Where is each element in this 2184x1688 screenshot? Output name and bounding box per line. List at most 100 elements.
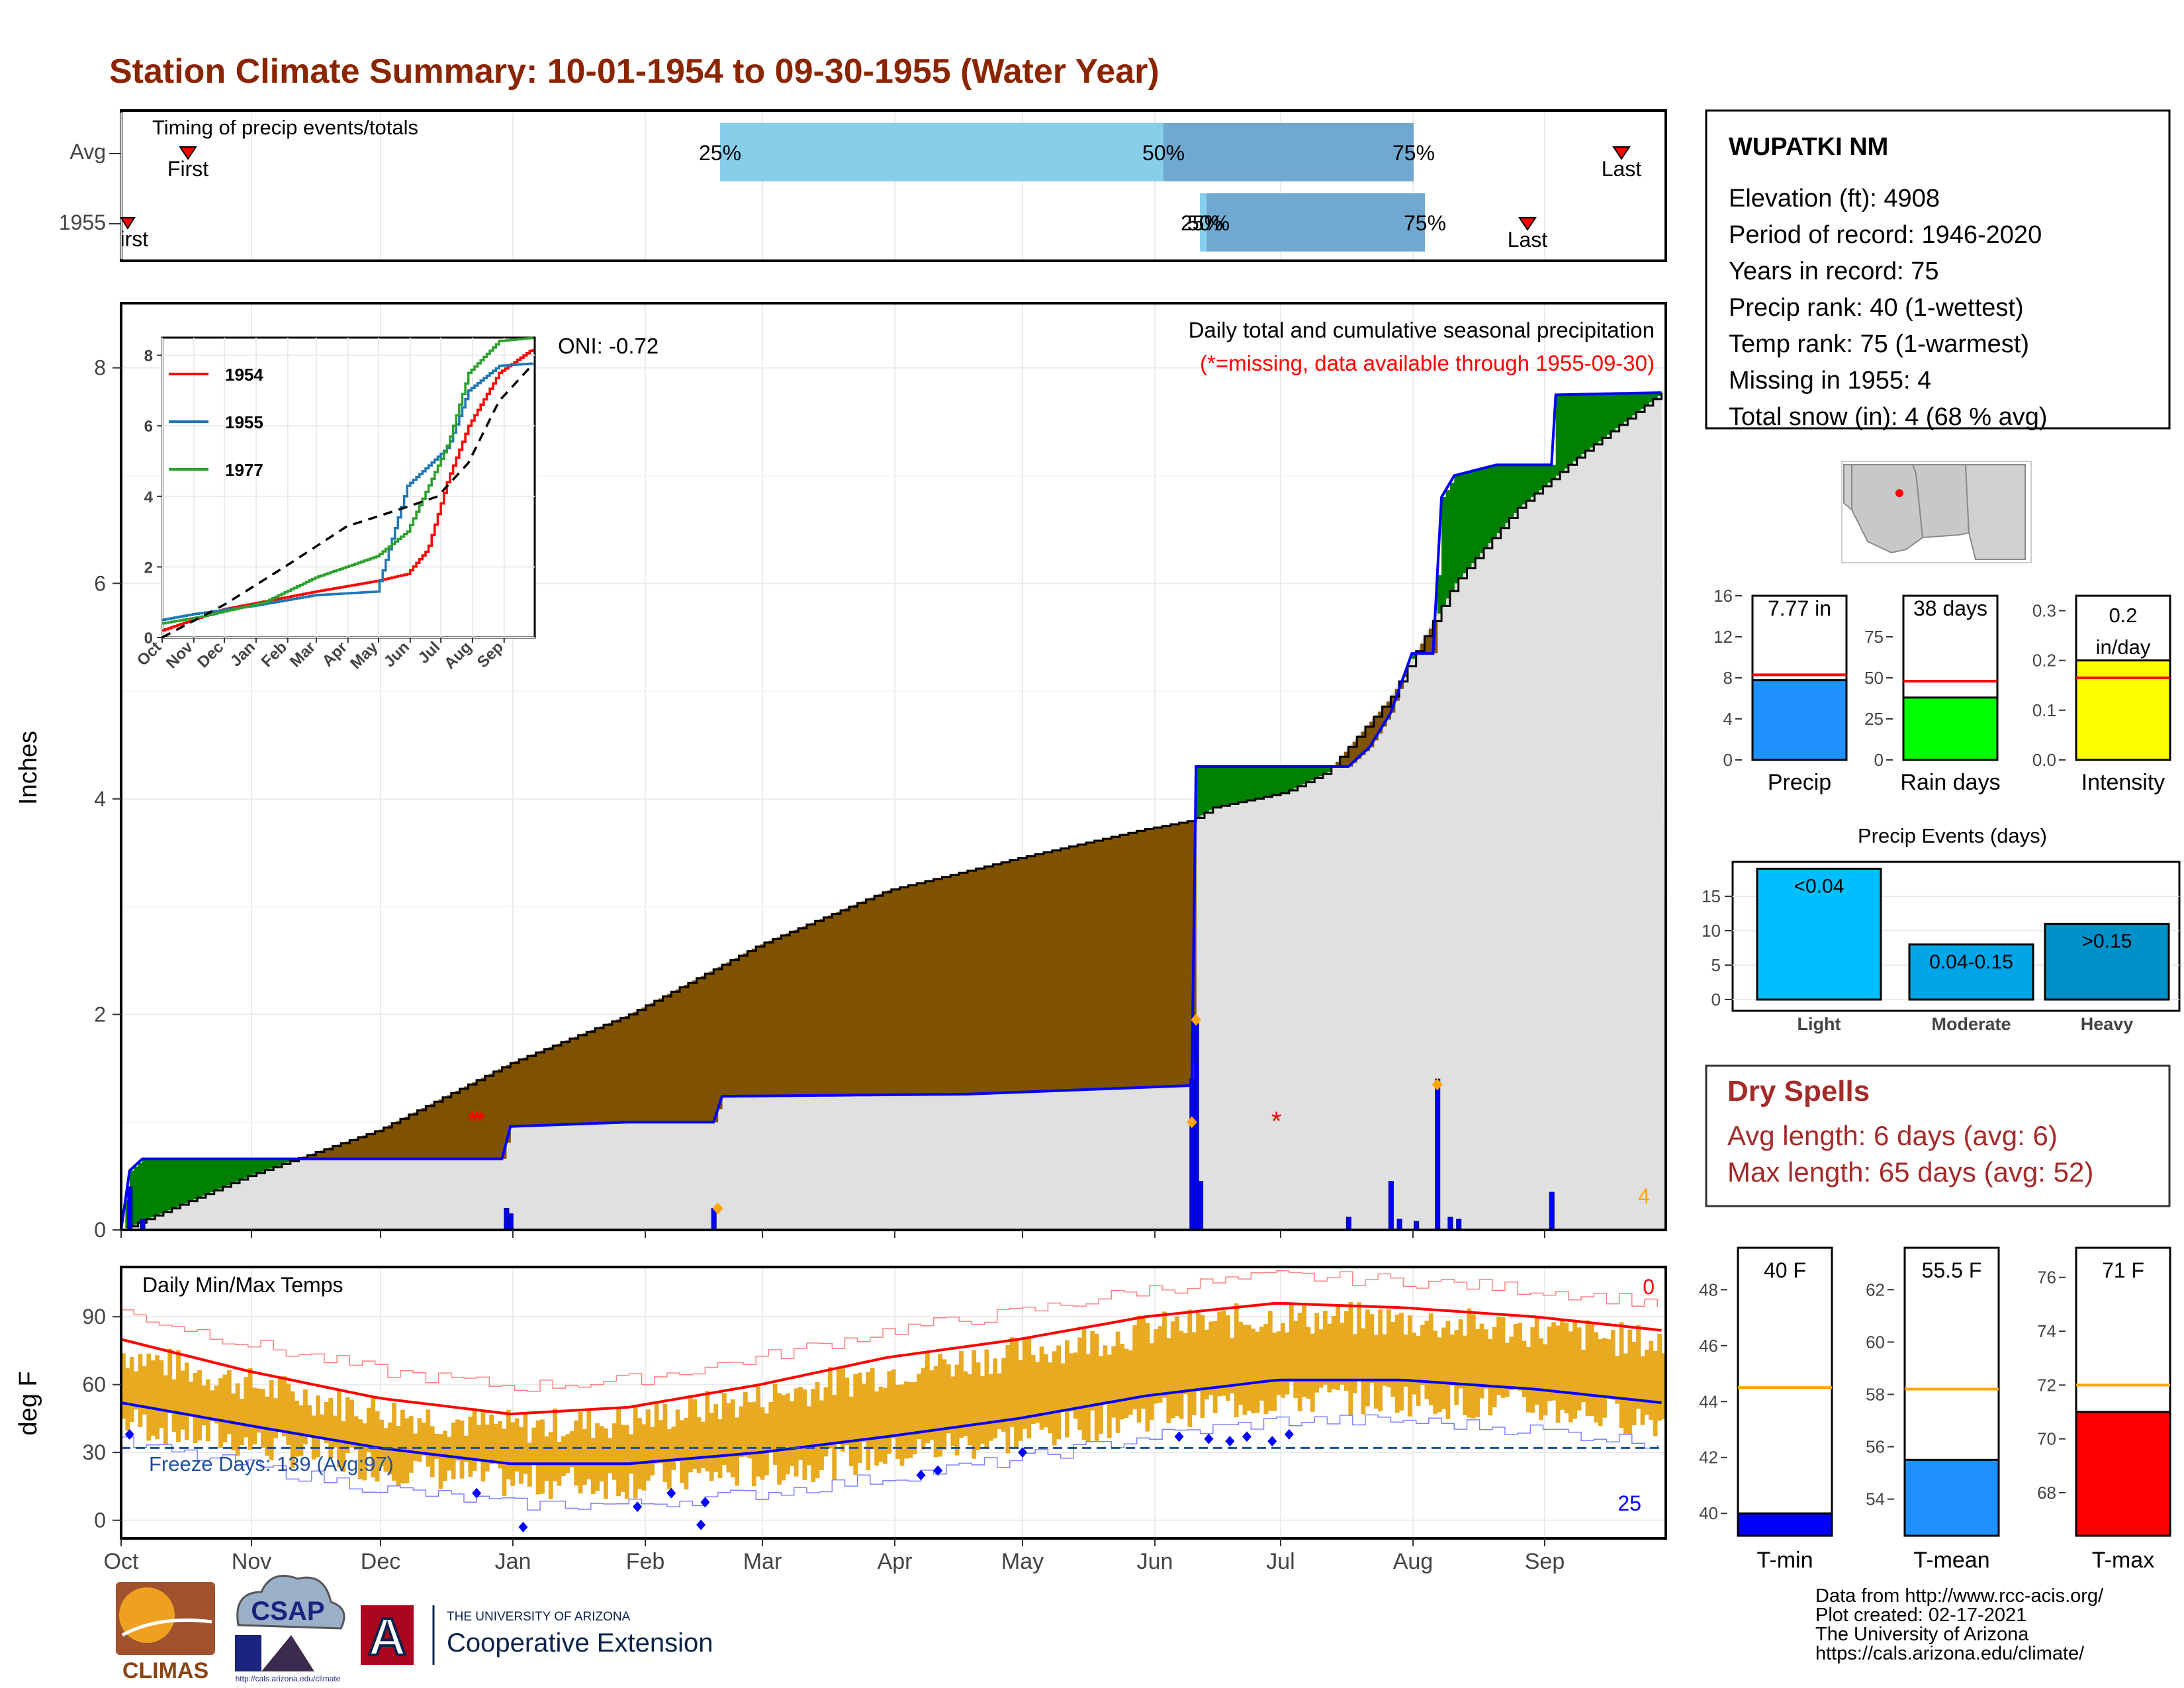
temp-daily-bar bbox=[1302, 1303, 1306, 1397]
month-tick-label: Jan bbox=[495, 1549, 531, 1574]
deficit-fill bbox=[1162, 825, 1167, 1087]
temp-daily-bar bbox=[1551, 1322, 1557, 1401]
temp-daily-bar bbox=[1077, 1337, 1082, 1430]
deficit-fill bbox=[1373, 716, 1379, 741]
temp-daily-bar bbox=[345, 1397, 350, 1454]
temp-daily-bar bbox=[705, 1391, 710, 1472]
surplus-fill bbox=[1615, 393, 1620, 428]
temp-daily-bar bbox=[1200, 1315, 1205, 1418]
surplus-fill bbox=[1657, 393, 1662, 396]
mini-bar-value bbox=[1751, 679, 1848, 761]
deficit-fill bbox=[1128, 833, 1133, 1088]
temp-daily-bar bbox=[1175, 1316, 1179, 1417]
temp-daily-bar bbox=[1217, 1311, 1222, 1397]
inset-lines bbox=[161, 336, 534, 639]
deficit-fill bbox=[1030, 855, 1036, 1092]
temp-summary-tick-label: 68 bbox=[2037, 1483, 2056, 1503]
temp-daily-bar bbox=[261, 1389, 265, 1448]
temp-daily-bar bbox=[155, 1355, 159, 1440]
deficit-fill bbox=[933, 878, 938, 1095]
surplus-fill bbox=[1606, 393, 1612, 435]
record-low-marker bbox=[1204, 1433, 1214, 1444]
temp-daily-bar bbox=[790, 1401, 795, 1466]
temp-daily-bar bbox=[1433, 1331, 1438, 1414]
precip-y-label: Inches bbox=[15, 731, 42, 805]
temp-y-tick-label: 30 bbox=[82, 1440, 106, 1464]
deficit-fill bbox=[764, 942, 769, 1096]
surplus-fill bbox=[1534, 465, 1539, 494]
surplus-fill bbox=[222, 1158, 228, 1187]
deficit-fill bbox=[972, 869, 977, 1094]
timing-year-p75: 75% bbox=[1404, 211, 1446, 235]
deficit-fill bbox=[925, 881, 930, 1095]
deficit-fill bbox=[988, 865, 993, 1094]
temp-daily-bar bbox=[408, 1416, 414, 1473]
surplus-fill bbox=[193, 1158, 198, 1199]
surplus-fill bbox=[1488, 467, 1493, 543]
deficit-fill bbox=[730, 960, 735, 1096]
surplus-fill bbox=[1543, 465, 1548, 487]
temp-lines bbox=[120, 1270, 1666, 1532]
temp-daily-bar bbox=[586, 1409, 592, 1479]
temp-daily-bar bbox=[138, 1354, 143, 1427]
temp-daily-bar bbox=[848, 1396, 854, 1467]
temp-daily-bar bbox=[273, 1398, 278, 1438]
mini-bar-tick-label: 75 bbox=[1864, 627, 1884, 647]
temp-daily-bar bbox=[1344, 1311, 1349, 1391]
deficit-fill bbox=[645, 1005, 651, 1123]
temp-daily-bar bbox=[1094, 1333, 1099, 1441]
deficit-fill bbox=[1107, 837, 1112, 1089]
surplus-fill bbox=[265, 1158, 270, 1170]
temp-summary-tick-label: 72 bbox=[2037, 1375, 2056, 1395]
temp-summary-value-label: 40 F bbox=[1764, 1258, 1806, 1282]
temp-daily-bar bbox=[210, 1390, 215, 1421]
temp-daily-bar bbox=[891, 1369, 896, 1438]
temp-summary-tick-label: 60 bbox=[1866, 1332, 1885, 1352]
precip-events-title: Precip Events (days) bbox=[1858, 824, 2047, 847]
mini-bar-value-label: 0.2 bbox=[2109, 604, 2137, 627]
surplus-fill bbox=[1555, 395, 1561, 476]
deficit-fill bbox=[1187, 821, 1193, 1086]
temp-daily-bar bbox=[1645, 1349, 1649, 1415]
month-tick-label: Jul bbox=[1266, 1549, 1295, 1574]
temp-daily-bar bbox=[866, 1372, 871, 1471]
surplus-fill bbox=[248, 1158, 253, 1176]
temp-summary-bar bbox=[1903, 1458, 2000, 1537]
temp-daily-bar bbox=[337, 1388, 341, 1468]
temp-daily-bar bbox=[447, 1436, 452, 1471]
surplus-fill bbox=[1285, 767, 1290, 793]
month-tick-label: Apr bbox=[878, 1549, 913, 1574]
temp-summary-tick-label: 42 bbox=[1699, 1448, 1718, 1468]
inset-line-1955 bbox=[162, 362, 534, 622]
surplus-fill bbox=[1242, 767, 1248, 802]
temp-daily-bar bbox=[459, 1420, 465, 1479]
deficit-fill bbox=[1365, 726, 1370, 751]
temp-daily-bar bbox=[129, 1357, 134, 1423]
temp-daily-bar bbox=[1500, 1317, 1506, 1398]
deficit-fill bbox=[794, 929, 799, 1096]
temp-daily-bar bbox=[832, 1395, 837, 1480]
deficit-fill bbox=[375, 1131, 380, 1159]
temp-daily-bar bbox=[794, 1388, 799, 1477]
daily-precip-bar bbox=[1396, 1219, 1402, 1231]
temp-daily-bar bbox=[282, 1376, 287, 1436]
missing-day-marker: * bbox=[476, 1107, 486, 1136]
deficit-fill bbox=[713, 969, 719, 1123]
temp-daily-bar bbox=[244, 1377, 249, 1438]
deficit-fill bbox=[980, 867, 985, 1094]
temp-daily-bar bbox=[1221, 1310, 1226, 1396]
events-tick-label: 15 bbox=[1702, 886, 1721, 906]
temp-summary-tick-label: 70 bbox=[2037, 1429, 2056, 1449]
daily-precip-bar bbox=[1456, 1219, 1462, 1231]
temp-daily-bar bbox=[662, 1404, 668, 1482]
events-bar bbox=[1756, 867, 1882, 1001]
temp-daily-bar bbox=[1602, 1338, 1607, 1418]
mini-bar-value-label: 38 days bbox=[1913, 596, 1987, 620]
temp-daily-bar bbox=[1420, 1325, 1425, 1385]
surplus-fill bbox=[1522, 465, 1527, 504]
deficit-fill bbox=[477, 1080, 482, 1159]
surplus-fill bbox=[1496, 465, 1502, 534]
temp-daily-bar bbox=[1458, 1319, 1463, 1389]
deficit-fill bbox=[1090, 841, 1095, 1090]
deficit-fill bbox=[976, 868, 981, 1094]
